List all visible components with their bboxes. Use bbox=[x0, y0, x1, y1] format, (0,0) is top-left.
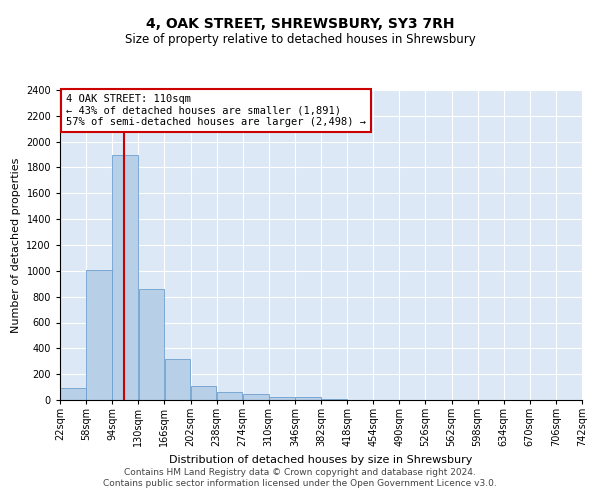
Bar bbox=[191, 386, 217, 400]
Text: 4, OAK STREET, SHREWSBURY, SY3 7RH: 4, OAK STREET, SHREWSBURY, SY3 7RH bbox=[146, 18, 454, 32]
Bar bbox=[139, 289, 164, 400]
Text: Contains HM Land Registry data © Crown copyright and database right 2024.
Contai: Contains HM Land Registry data © Crown c… bbox=[103, 468, 497, 487]
Bar bbox=[217, 392, 242, 400]
Text: 4 OAK STREET: 110sqm
← 43% of detached houses are smaller (1,891)
57% of semi-de: 4 OAK STREET: 110sqm ← 43% of detached h… bbox=[66, 94, 366, 127]
Text: Size of property relative to detached houses in Shrewsbury: Size of property relative to detached ho… bbox=[125, 32, 475, 46]
Bar bbox=[86, 270, 112, 400]
Bar bbox=[112, 154, 138, 400]
Bar bbox=[269, 397, 295, 400]
Y-axis label: Number of detached properties: Number of detached properties bbox=[11, 158, 20, 332]
Bar bbox=[295, 398, 321, 400]
X-axis label: Distribution of detached houses by size in Shrewsbury: Distribution of detached houses by size … bbox=[169, 454, 473, 464]
Bar bbox=[243, 394, 269, 400]
Bar bbox=[60, 388, 86, 400]
Bar bbox=[164, 360, 190, 400]
